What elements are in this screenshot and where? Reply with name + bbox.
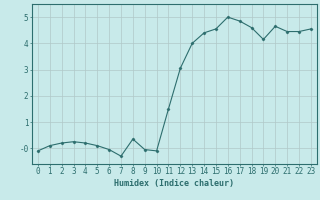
X-axis label: Humidex (Indice chaleur): Humidex (Indice chaleur) bbox=[115, 179, 234, 188]
